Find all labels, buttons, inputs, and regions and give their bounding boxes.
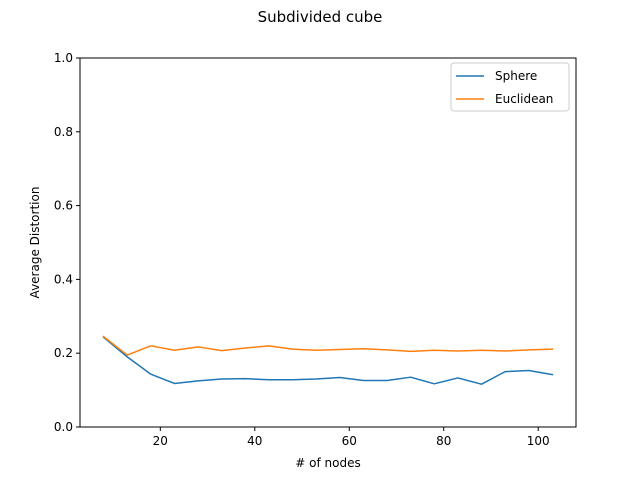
y-tick-label: 0.4 (54, 272, 73, 286)
y-tick-label: 0.0 (54, 420, 73, 434)
x-tick-label: 80 (436, 434, 451, 448)
x-tick-label: 60 (342, 434, 357, 448)
x-axis: 20 40 60 80 100 (153, 427, 550, 448)
x-tick-label: 20 (153, 434, 168, 448)
axes-frame (79, 57, 577, 428)
y-tick-label: 0.6 (54, 199, 73, 213)
legend-label-sphere: Sphere (495, 69, 537, 83)
plot-area (79, 57, 577, 428)
x-axis-label: # of nodes (295, 456, 360, 470)
y-tick-label: 0.2 (54, 346, 73, 360)
legend-items: Sphere Euclidean (456, 69, 553, 106)
y-axis-label: Average Distortion (28, 187, 42, 299)
legend-label-euclidean: Euclidean (495, 92, 553, 106)
x-tick-label: 100 (527, 434, 550, 448)
y-tick-label: 0.8 (54, 125, 73, 139)
y-tick-label: 1.0 (54, 51, 73, 65)
series-line-sphere (102, 336, 554, 385)
chart-title: Subdivided cube (258, 8, 383, 26)
legend: Sphere Euclidean (450, 62, 570, 112)
x-tick-label: 40 (247, 434, 262, 448)
series-line-euclidean (102, 335, 554, 356)
y-axis: 0.0 0.2 0.4 0.6 0.8 1.0 (54, 51, 80, 434)
series-layer (102, 335, 554, 385)
